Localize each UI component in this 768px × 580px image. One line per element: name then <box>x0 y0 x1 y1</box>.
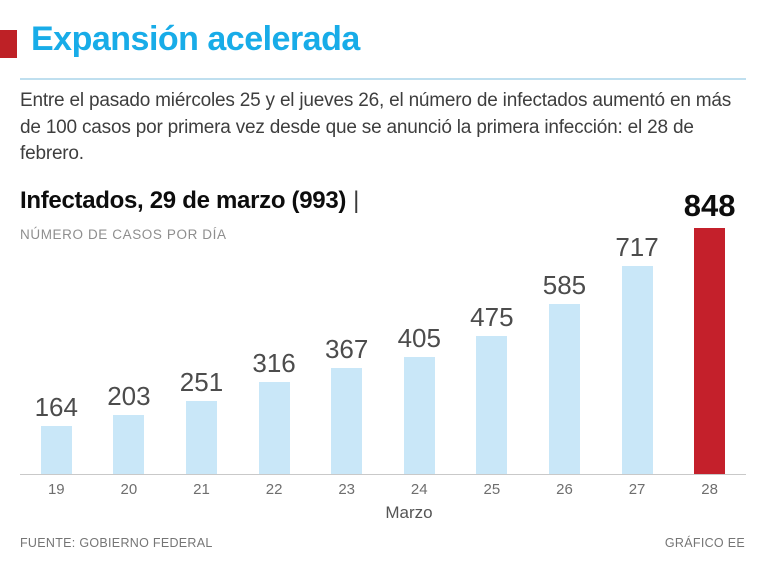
x-tick-label: 25 <box>483 481 501 498</box>
bar-value-label: 164 <box>34 391 78 422</box>
bar-column: 316 <box>238 186 311 474</box>
bar-value-label: 316 <box>252 347 296 378</box>
brand-red-square <box>0 30 17 58</box>
bar-column: 475 <box>456 186 529 474</box>
x-tick-label: 26 <box>556 481 573 498</box>
x-tick-label: 21 <box>193 481 210 498</box>
bar-value-label: 717 <box>615 231 659 262</box>
bar <box>185 401 217 474</box>
bar-column: 717 <box>601 186 674 474</box>
x-tick-label: 24 <box>410 481 428 498</box>
bar <box>331 368 363 474</box>
x-axis-label: Marzo <box>385 503 433 522</box>
bar-value-label: 585 <box>542 269 587 300</box>
chart-title: Infectados, 29 de marzo (993) <box>20 187 347 214</box>
bar <box>40 426 72 474</box>
bar <box>621 266 653 474</box>
bar-value-label: 405 <box>397 322 441 353</box>
bar <box>258 382 290 474</box>
bar-column: 251 <box>165 186 238 474</box>
bar-column: 405 <box>383 186 456 474</box>
bar-column: 203 <box>93 186 166 474</box>
bar-column: 848 <box>673 186 746 474</box>
x-tick-label: 22 <box>265 481 283 498</box>
page-title: Expansión acelerada <box>31 20 360 58</box>
bar-value-label: 848 <box>683 188 736 224</box>
bar-value-label: 475 <box>470 301 514 332</box>
chart-subtitle: NÚMERO DE CASOS POR DÍA <box>20 227 227 242</box>
x-tick-label: 19 <box>47 481 65 498</box>
chart-title-separator: | <box>353 187 360 214</box>
bar-column: 164 <box>20 186 93 474</box>
bar-plot: 164 203 251 316 367 405 475 585 717 848 <box>20 186 746 475</box>
bar-column: 367 <box>310 186 383 474</box>
bar <box>113 415 145 474</box>
bar-column: 585 <box>528 186 601 474</box>
x-tick-label: 27 <box>628 481 646 498</box>
x-axis-ticks: 19 20 21 22 23 24 25 26 27 28 <box>20 481 746 498</box>
x-tick-label: 23 <box>338 481 356 498</box>
chart-title-row: Infectados, 29 de marzo (993) | <box>20 187 359 215</box>
intro-paragraph: Entre el pasado miércoles 25 y el jueves… <box>20 90 732 164</box>
title-divider <box>20 78 746 80</box>
bar <box>476 336 508 474</box>
bar-value-label: 251 <box>179 366 224 397</box>
bar <box>403 357 435 474</box>
graphic-credit: GRÁFICO EE <box>664 536 745 550</box>
bar-value-label: 203 <box>107 380 151 411</box>
source-credit: FUENTE: GOBIERNO FEDERAL <box>20 536 213 550</box>
x-tick-label: 28 <box>701 481 718 498</box>
bar <box>548 304 580 474</box>
bar <box>694 228 726 474</box>
bar-value-label: 367 <box>324 333 369 364</box>
x-tick-label: 20 <box>120 481 138 498</box>
